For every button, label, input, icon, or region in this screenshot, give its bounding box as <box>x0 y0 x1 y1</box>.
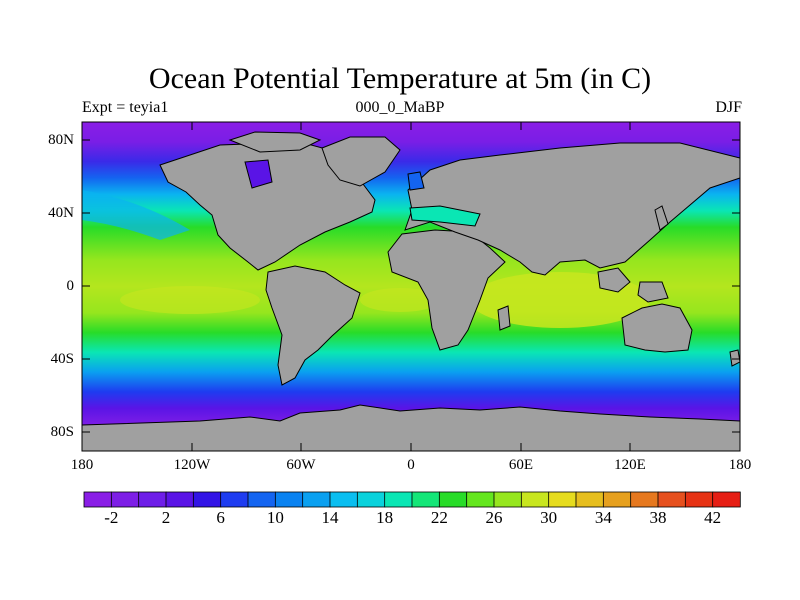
colorbar-label: 42 <box>704 508 722 527</box>
land-greenland <box>321 136 401 187</box>
lon-label-0: 0 <box>407 457 415 473</box>
sea-baltic <box>407 171 425 191</box>
colorbar-swatch <box>575 491 605 508</box>
land-borneo <box>637 281 669 303</box>
colorbar-swatch <box>466 491 495 508</box>
season-label: DJF <box>715 99 742 116</box>
colorbar-swatch <box>493 491 523 508</box>
colorbar-swatch <box>630 491 659 508</box>
colorbar-label: 10 <box>266 508 284 527</box>
colorbar-swatch <box>83 491 113 508</box>
colorbar-swatch <box>520 491 550 508</box>
colorbar-swatch <box>192 491 222 508</box>
colorbar-label: 6 <box>216 508 225 527</box>
sea-hudson-bay <box>244 159 273 189</box>
colorbar-label: 38 <box>649 508 667 527</box>
colorbar-swatch <box>657 491 687 508</box>
time-label: 000_0_MaBP <box>355 99 445 116</box>
land-indonesia <box>597 267 631 293</box>
land-madagascar <box>497 305 511 331</box>
colorbar-swatch <box>247 491 277 508</box>
colorbar-label: 14 <box>321 508 339 527</box>
colorbar-swatch <box>438 491 468 508</box>
colorbar-swatch <box>329 491 359 508</box>
lat-label-40n: 40N <box>48 205 74 221</box>
land-arctic-islands <box>228 131 322 153</box>
colorbar-swatch <box>274 491 304 508</box>
land-australia <box>621 303 693 353</box>
warm-pool-pacific <box>120 286 260 314</box>
colorbar-swatch <box>302 491 331 508</box>
colorbar-swatch <box>220 491 249 508</box>
colorbar-swatch <box>384 491 413 508</box>
experiment-label: Expt = teyia1 <box>82 99 169 116</box>
colorbar-swatch <box>356 491 386 508</box>
lon-label-120w: 120W <box>173 457 211 473</box>
lat-label-80s: 80S <box>50 424 74 440</box>
lon-label-60e: 60E <box>508 457 534 473</box>
lon-label-180w: 180 <box>70 457 94 473</box>
colorbar-label: 22 <box>430 508 448 527</box>
lon-label-60w: 60W <box>286 457 316 473</box>
colorbar-swatch <box>138 491 167 508</box>
colorbar-swatch <box>110 491 140 508</box>
colorbar-swatch <box>411 491 441 508</box>
colorbar-swatch <box>165 491 195 508</box>
colorbar-label: -2 <box>104 508 119 527</box>
lat-label-80n: 80N <box>48 132 74 148</box>
colorbar-swatch <box>602 491 632 508</box>
land-antarctica <box>82 404 740 451</box>
colorbar <box>83 491 741 508</box>
land-japan <box>654 205 669 231</box>
land-new-zealand <box>729 349 740 367</box>
colorbar-label: 26 <box>485 508 503 527</box>
cold-current <box>82 190 190 240</box>
lat-label-0: 0 <box>66 278 75 294</box>
lon-label-180e: 180 <box>728 457 752 473</box>
sea-mediterranean <box>409 205 481 227</box>
land-south-america <box>265 265 361 386</box>
colorbar-label: 18 <box>376 508 394 527</box>
colorbar-label: 30 <box>540 508 558 527</box>
lat-label-40s: 40S <box>50 351 74 367</box>
colorbar-swatch <box>712 491 741 508</box>
lon-label-120e: 120E <box>614 457 646 473</box>
colorbar-label: 2 <box>161 508 171 527</box>
warm-pool-atlantic <box>360 288 440 312</box>
map-title: Ocean Potential Temperature at 5m (in C) <box>148 62 652 95</box>
land-eurasia <box>404 142 740 276</box>
colorbar-label: 34 <box>594 508 612 527</box>
colorbar-swatch <box>684 491 714 508</box>
colorbar-swatch <box>548 491 577 508</box>
